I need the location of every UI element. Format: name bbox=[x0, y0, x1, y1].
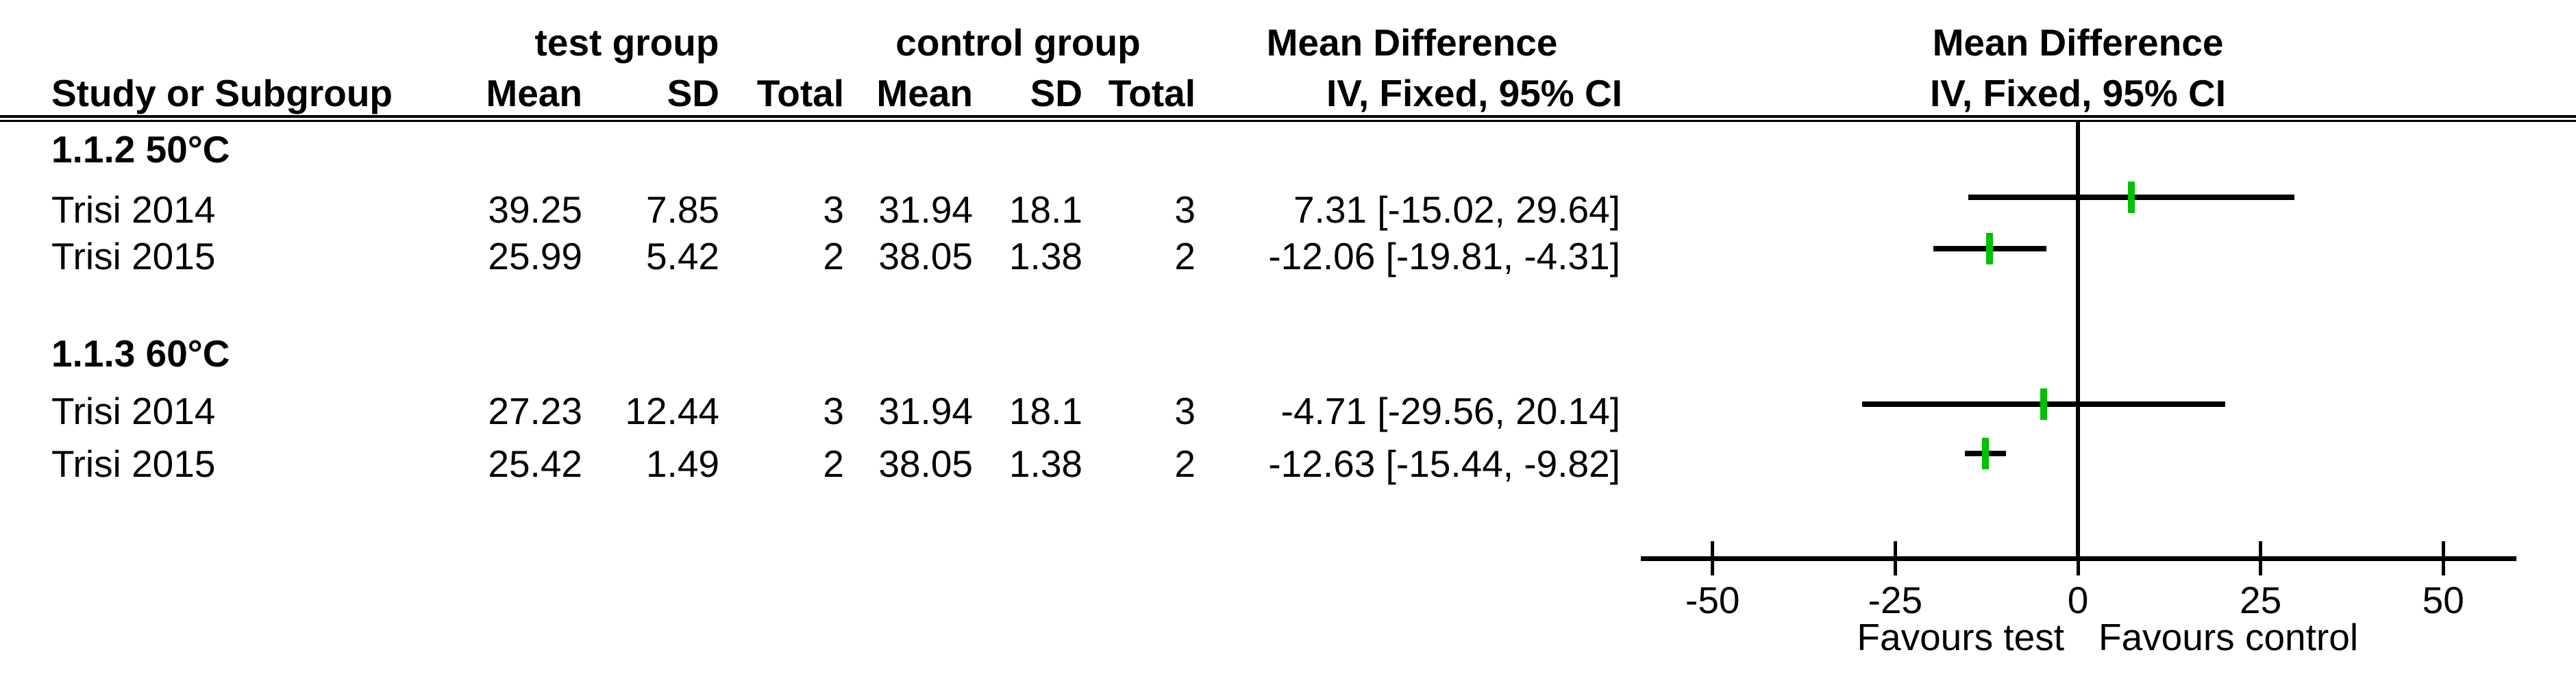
study-label: Trisi 2015 bbox=[51, 443, 216, 485]
axis-tick bbox=[2441, 541, 2445, 575]
control-group-header: control group bbox=[895, 21, 1141, 64]
axis-tick-label: 25 bbox=[2240, 579, 2282, 621]
favours-control-label: Favours control bbox=[2098, 616, 2359, 658]
cell-control-mean: 38.05 bbox=[878, 235, 973, 277]
cell-test-total: 3 bbox=[823, 188, 844, 231]
subgroup-label: 1.1.2 50°C bbox=[51, 128, 230, 171]
test-group-header: test group bbox=[534, 21, 719, 64]
cell-control-sd: 1.38 bbox=[1008, 235, 1082, 277]
col-control-sd: SD bbox=[1030, 72, 1082, 114]
col-test-mean: Mean bbox=[486, 72, 582, 114]
cell-ci-text: -12.63 [-15.44, -9.82] bbox=[1268, 443, 1620, 485]
cell-control-sd: 18.1 bbox=[1008, 188, 1082, 231]
cell-control-mean: 38.05 bbox=[878, 443, 973, 485]
cell-test-total: 3 bbox=[823, 390, 844, 432]
col-control-total: Total bbox=[1108, 72, 1196, 114]
cell-test-mean: 25.99 bbox=[488, 235, 582, 277]
effect-header-plot: Mean Difference bbox=[1932, 21, 2224, 64]
effect-header-table: Mean Difference bbox=[1266, 21, 1558, 64]
axis-tick bbox=[1711, 541, 1715, 575]
cell-test-total: 2 bbox=[823, 235, 844, 277]
axis-tick-label: 0 bbox=[2067, 579, 2089, 621]
cell-control-total: 3 bbox=[1174, 188, 1196, 231]
cell-control-total: 2 bbox=[1174, 235, 1196, 277]
axis-tick bbox=[1893, 541, 1897, 575]
study-label: Trisi 2015 bbox=[51, 235, 216, 277]
cell-test-sd: 12.44 bbox=[625, 390, 719, 432]
col-control-mean: Mean bbox=[876, 72, 973, 114]
cell-ci-text: -4.71 [-29.56, 20.14] bbox=[1280, 390, 1620, 432]
axis-tick-label: -50 bbox=[1685, 579, 1740, 621]
cell-test-sd: 5.42 bbox=[645, 235, 719, 277]
cell-ci-text: -12.06 [-19.81, -4.31] bbox=[1268, 235, 1620, 277]
cell-control-total: 3 bbox=[1174, 390, 1196, 432]
cell-test-sd: 7.85 bbox=[645, 188, 719, 231]
cell-test-mean: 25.42 bbox=[488, 443, 582, 485]
cell-test-total: 2 bbox=[823, 443, 844, 485]
cell-test-sd: 1.49 bbox=[645, 443, 719, 485]
axis-tick-label: 50 bbox=[2422, 579, 2464, 621]
cell-control-mean: 31.94 bbox=[878, 188, 973, 231]
col-study-or-subgroup: Study or Subgroup bbox=[51, 72, 393, 114]
col-test-total: Total bbox=[756, 72, 844, 114]
cell-control-sd: 1.38 bbox=[1008, 443, 1082, 485]
subgroup-label: 1.1.3 60°C bbox=[51, 332, 230, 375]
col-test-sd: SD bbox=[667, 72, 719, 114]
point-estimate-marker bbox=[2127, 182, 2135, 213]
cell-control-sd: 18.1 bbox=[1008, 390, 1082, 432]
study-label: Trisi 2014 bbox=[51, 390, 216, 432]
study-label: Trisi 2014 bbox=[51, 188, 216, 231]
axis-tick-label: -25 bbox=[1868, 579, 1923, 621]
zero-effect-line bbox=[2076, 122, 2080, 559]
cell-test-mean: 27.23 bbox=[488, 390, 582, 432]
col-ci-plot: IV, Fixed, 95% CI bbox=[1929, 72, 2227, 114]
cell-ci-text: 7.31 [-15.02, 29.64] bbox=[1293, 188, 1620, 231]
cell-test-mean: 39.25 bbox=[488, 188, 582, 231]
header-divider bbox=[0, 115, 2576, 122]
axis-tick bbox=[2076, 541, 2080, 575]
point-estimate-marker bbox=[1982, 438, 1990, 469]
axis-tick bbox=[2259, 541, 2263, 575]
point-estimate-marker bbox=[1986, 233, 1994, 264]
cell-control-mean: 31.94 bbox=[878, 390, 973, 432]
favours-test-label: Favours test bbox=[1857, 616, 2064, 658]
col-ci-table: IV, Fixed, 95% CI bbox=[1326, 72, 1622, 114]
point-estimate-marker bbox=[2040, 388, 2047, 420]
cell-control-total: 2 bbox=[1174, 443, 1196, 485]
